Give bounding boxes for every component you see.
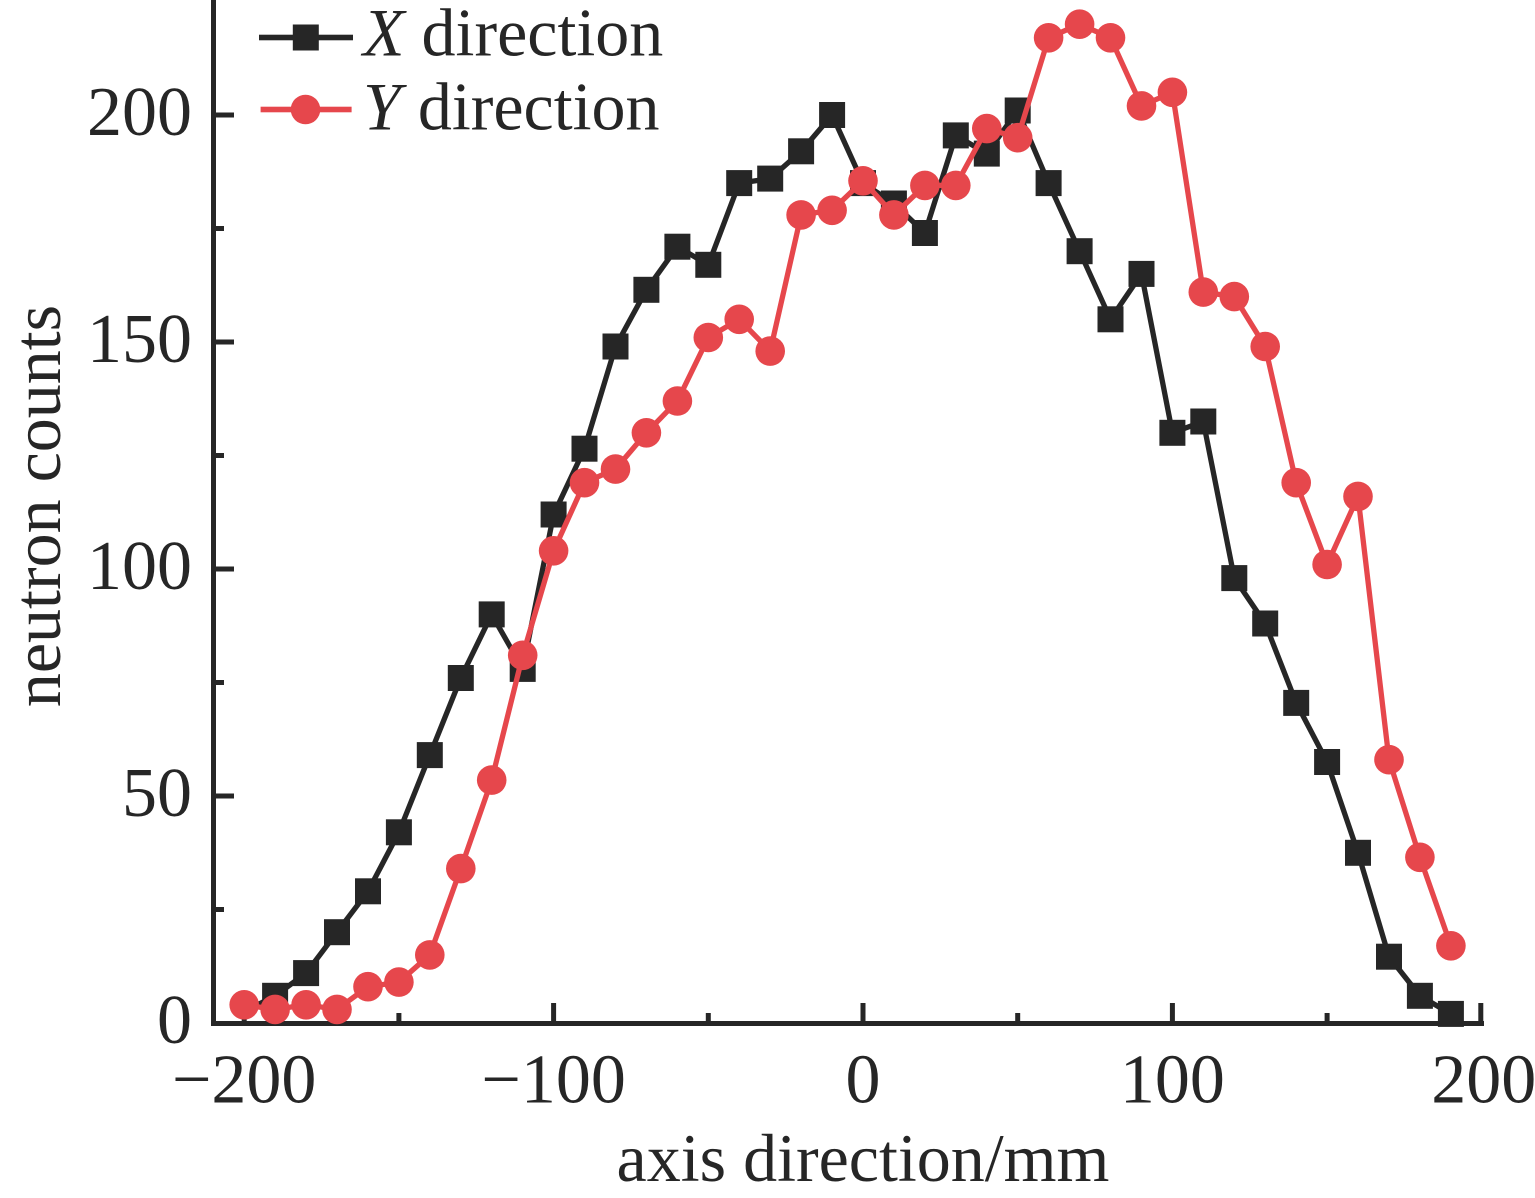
- svg-text:neutron counts: neutron counts: [0, 305, 75, 707]
- svg-text:X direction: X direction: [360, 0, 663, 71]
- svg-text:100: 100: [87, 528, 192, 605]
- svg-text:200: 200: [1431, 1042, 1535, 1119]
- svg-text:axis direction/mm: axis direction/mm: [617, 1120, 1110, 1196]
- svg-text:100: 100: [1120, 1042, 1225, 1119]
- svg-text:50: 50: [122, 755, 192, 832]
- svg-text:−100: −100: [481, 1042, 625, 1119]
- svg-text:Y direction: Y direction: [363, 69, 660, 145]
- svg-text:0: 0: [846, 1042, 881, 1119]
- svg-text:−200: −200: [172, 1042, 316, 1119]
- svg-text:200: 200: [87, 74, 192, 151]
- svg-text:0: 0: [157, 982, 192, 1059]
- svg-text:150: 150: [87, 301, 192, 378]
